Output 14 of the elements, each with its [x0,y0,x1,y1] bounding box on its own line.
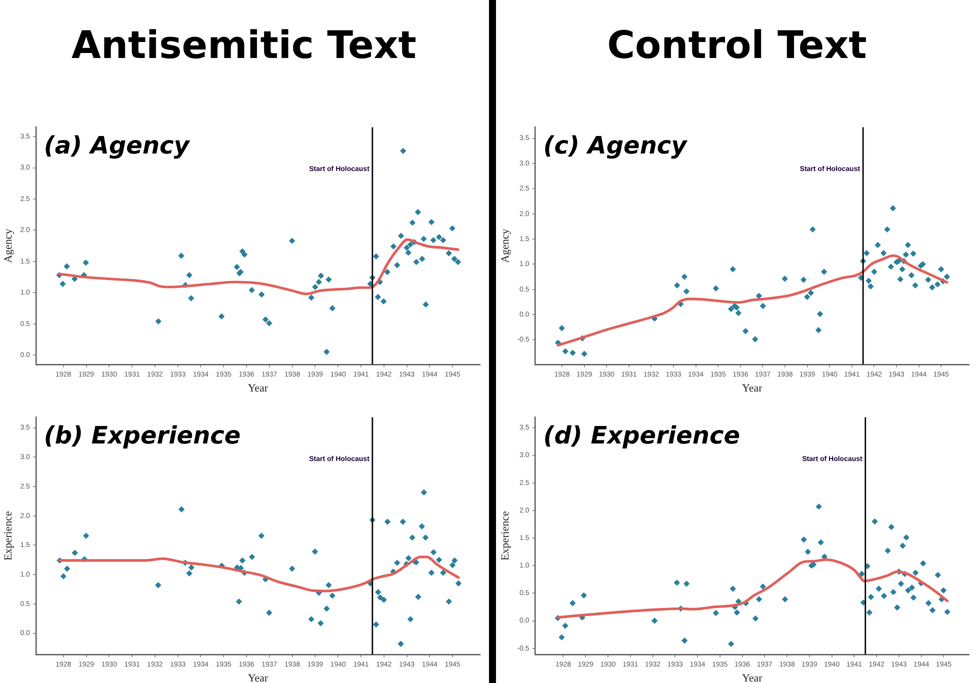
x-axis-title: Year [742,672,763,683]
x-axis-title: Year [248,382,268,394]
chart-subtitle: (a) Agency [44,131,191,160]
x-axis-title: Year [248,672,268,683]
y-axis-title: Experience [2,510,14,561]
y-axis-title: Experience [499,510,512,561]
chart-title: Antisemitic Text [70,22,418,69]
chart-subtitle: (d) Experience [543,421,740,450]
y-axis-title: Agency [2,228,14,263]
chart-subtitle: (b) Experience [44,421,241,450]
x-axis-title: Year [742,382,763,394]
chart-title: Control Text [606,22,868,69]
chart-subtitle: (c) Agency [543,131,688,160]
y-axis-title: Agency [499,228,512,263]
